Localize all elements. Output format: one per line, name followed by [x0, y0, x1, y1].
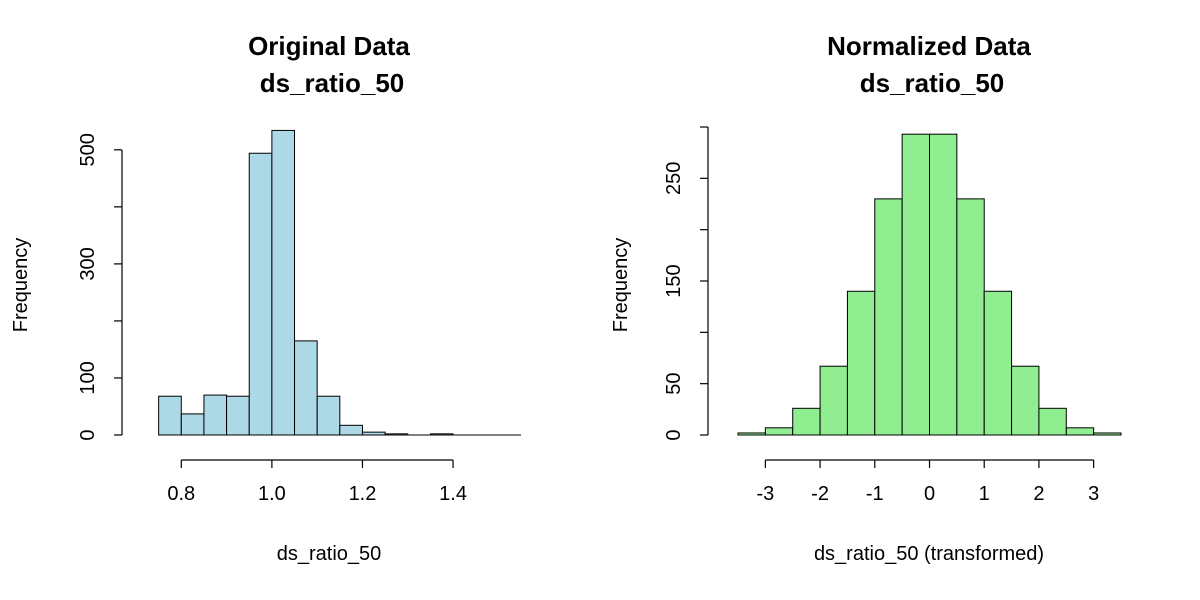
histogram-bar — [901, 133, 931, 436]
histogram-bar — [819, 365, 848, 436]
y-tick-label: 300 — [77, 247, 99, 280]
histogram-bar — [226, 395, 250, 436]
histogram-bar — [384, 433, 409, 436]
y-tick-label: 250 — [663, 162, 685, 195]
histogram-bar — [846, 290, 876, 436]
y-axis: 0 50 150 250 — [663, 126, 709, 441]
x-tick-label: 2 — [1033, 483, 1044, 505]
chart-title-line2: ds_ratio_50 — [260, 68, 405, 98]
histogram-bar — [983, 290, 1013, 436]
histogram-bar — [874, 198, 903, 436]
histogram-bar — [339, 424, 363, 436]
x-tick-label: 1.4 — [439, 483, 467, 505]
histogram-bar — [180, 413, 205, 436]
chart-title-line2: ds_ratio_50 — [860, 68, 1005, 98]
x-axis-label: ds_ratio_50 — [277, 543, 382, 565]
x-axis-label: ds_ratio_50 (transformed) — [814, 543, 1044, 565]
histogram-bar — [1038, 407, 1067, 436]
histogram-bar — [158, 395, 182, 436]
x-tick-label: 1 — [979, 483, 990, 505]
histogram-bar — [956, 198, 985, 436]
y-tick-label: 0 — [663, 429, 685, 440]
chart-title-line1: Original Data — [248, 31, 410, 61]
histogram-bar — [929, 133, 958, 436]
x-tick-label: 0.8 — [167, 483, 195, 505]
histogram-bar — [1065, 427, 1095, 436]
histogram-bar — [764, 427, 794, 436]
histogram-bar — [203, 394, 228, 436]
x-tick-label: -3 — [756, 483, 774, 505]
x-tick-label: -1 — [866, 483, 884, 505]
histogram-bar — [1093, 432, 1122, 436]
histogram-bar — [429, 433, 454, 436]
histogram-bar — [1011, 365, 1040, 436]
x-tick-label: 1.0 — [258, 483, 286, 505]
normalized-data-panel: Normalized Data ds_ratio_50 ds_ratio_50 … — [610, 31, 1122, 565]
histogram-bar — [316, 395, 341, 436]
x-axis: 0.8 1.0 1.2 1.4 — [167, 459, 467, 505]
x-tick-label: -2 — [811, 483, 829, 505]
histogram-bar — [271, 129, 296, 436]
chart-title-line1: Normalized Data — [827, 31, 1031, 61]
y-tick-label: 150 — [663, 264, 685, 297]
histogram-bar — [361, 431, 386, 436]
x-tick-label: 1.2 — [349, 483, 377, 505]
histogram-bar — [792, 407, 821, 436]
y-axis-label: Frequency — [610, 238, 632, 333]
y-axis: 0 100 300 500 — [77, 133, 123, 441]
bars — [158, 129, 521, 436]
y-tick-label: 500 — [77, 133, 99, 166]
histogram-bar — [294, 340, 318, 436]
original-data-panel: Original Data ds_ratio_50 ds_ratio_50 Fr… — [10, 31, 521, 565]
y-tick-label: 0 — [77, 429, 99, 440]
x-axis: -3 -2 -1 0 1 2 3 — [756, 459, 1099, 505]
x-tick-label: 0 — [924, 483, 935, 505]
y-axis-label: Frequency — [10, 238, 32, 333]
histogram-bar — [248, 152, 273, 436]
y-tick-label: 50 — [663, 373, 685, 395]
bars — [737, 133, 1122, 436]
y-tick-label: 100 — [77, 361, 99, 394]
x-tick-label: 3 — [1088, 483, 1099, 505]
histogram-bar — [737, 432, 766, 436]
